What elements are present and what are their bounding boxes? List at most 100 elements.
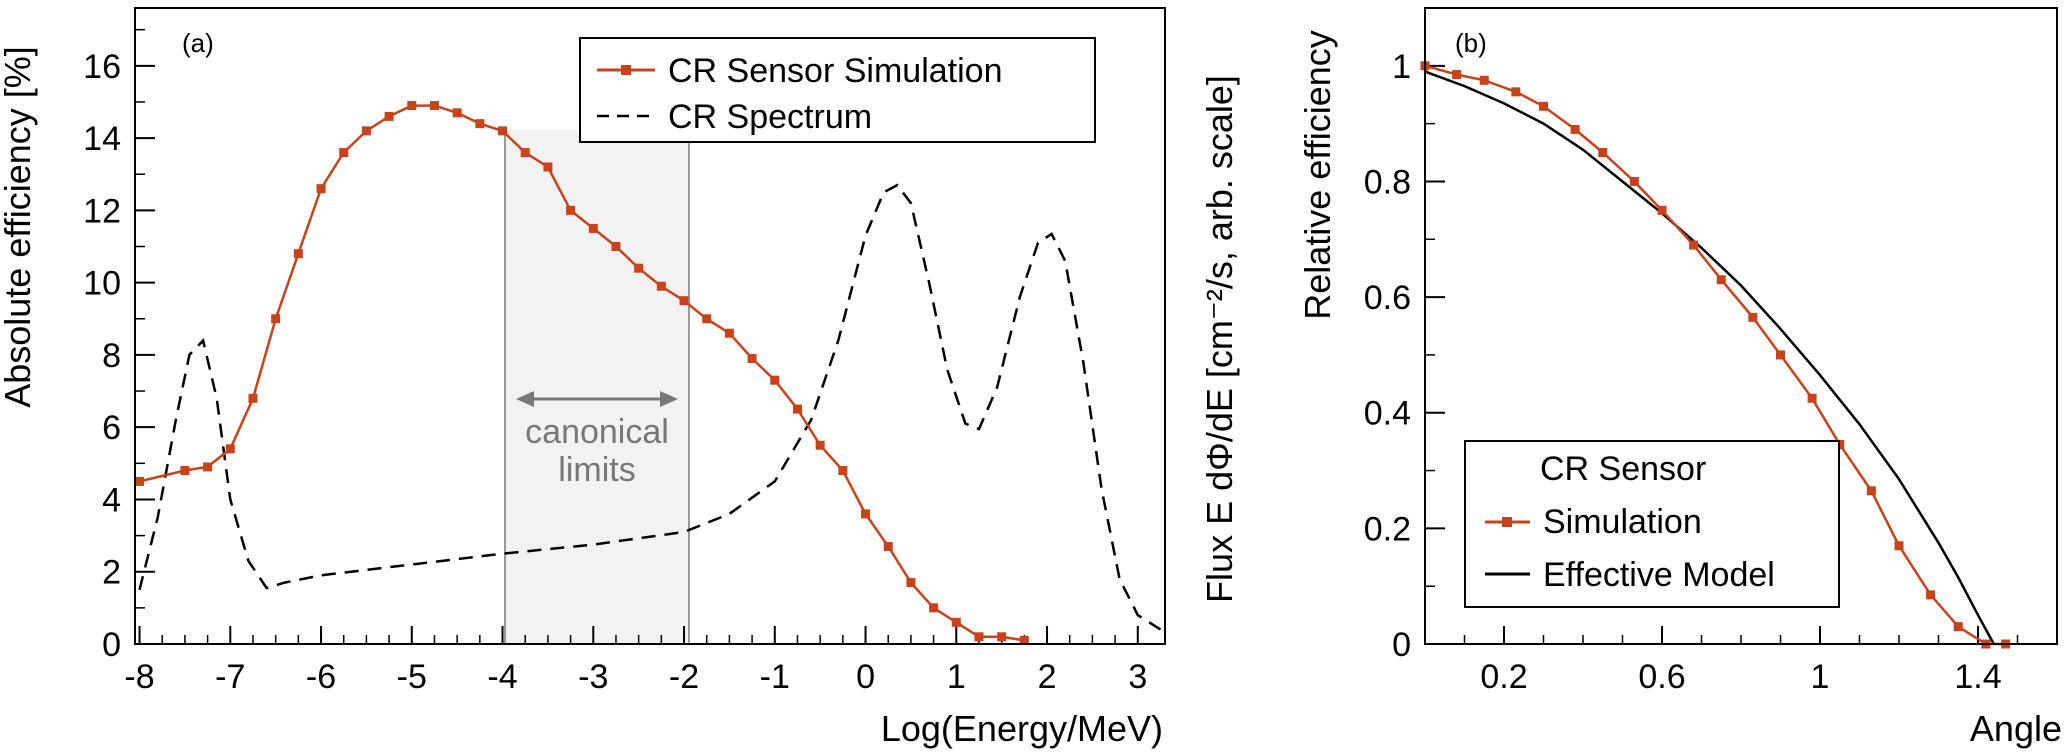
panel-a-frame bbox=[134, 7, 1166, 645]
panel-a-x-tick-label: 0 bbox=[856, 658, 875, 696]
simulation-point bbox=[588, 223, 598, 233]
simulation-b-point bbox=[1866, 486, 1876, 496]
simulation-b-point bbox=[1894, 541, 1904, 551]
simulation-point bbox=[225, 444, 235, 454]
panel-a-y-tick-label: 8 bbox=[102, 337, 121, 375]
simulation-point bbox=[906, 578, 916, 588]
panel-b-y-tick-label: 1 bbox=[1392, 48, 1411, 86]
legend-marker-simulation bbox=[621, 65, 631, 75]
panel-a-x-axis-title: Log(Energy/MeV) bbox=[881, 708, 1163, 749]
simulation-point bbox=[293, 249, 303, 259]
panel-b-label: (b) bbox=[1455, 28, 1487, 58]
simulation-point bbox=[271, 314, 281, 324]
simulation-point bbox=[361, 126, 371, 136]
legend-marker-b-simulation bbox=[1502, 517, 1512, 527]
simulation-point bbox=[384, 111, 394, 121]
panel-b-y-tick-label: 0.8 bbox=[1364, 163, 1411, 201]
panel-a-y-tick-label: 14 bbox=[83, 120, 121, 158]
panel-a-x-tick-label: 3 bbox=[1128, 658, 1147, 696]
simulation-point bbox=[702, 314, 712, 324]
series-cr-spectrum bbox=[138, 183, 1162, 631]
panel-a-series bbox=[135, 101, 1162, 645]
panel-b: 0.2 0.6 1 1.4 0 0.2 0.4 0.6 0.8 1 (b) CR Sensor S… bbox=[1297, 7, 2062, 749]
canonical-arrow-left-head bbox=[516, 391, 534, 407]
simulation-b-point bbox=[1748, 312, 1758, 322]
simulation-b-point bbox=[1629, 176, 1639, 186]
panel-a-x-tick-label: -2 bbox=[669, 658, 699, 696]
simulation-b-point bbox=[1716, 275, 1726, 285]
simulation-point bbox=[498, 126, 508, 136]
simulation-point bbox=[929, 603, 939, 613]
simulation-b-point bbox=[1570, 124, 1580, 134]
simulation-b-point bbox=[1776, 350, 1785, 360]
panel-b-x-tick-label: 0.2 bbox=[1480, 658, 1527, 696]
panel-b-x-tick-label: 1 bbox=[1811, 658, 1830, 696]
simulation-point bbox=[475, 119, 485, 129]
panel-a-x-tick-label: -8 bbox=[124, 658, 154, 696]
panel-a-x-tick-label: -6 bbox=[306, 658, 336, 696]
simulation-point bbox=[679, 296, 689, 306]
simulation-point bbox=[135, 476, 145, 486]
panel-a-x-tick-label: -7 bbox=[215, 658, 245, 696]
panel-b-x-tick-label: 1.4 bbox=[1954, 658, 2001, 696]
simulation-point bbox=[611, 242, 621, 251]
simulation-point bbox=[339, 148, 349, 158]
panel-b-y-tick-label: 0.4 bbox=[1364, 395, 1411, 433]
panel-a-legend-box bbox=[579, 37, 1096, 143]
panel-a-y-tick-label: 10 bbox=[83, 265, 121, 303]
panel-a-y-tick-label: 4 bbox=[102, 481, 121, 519]
simulation-b-point bbox=[1511, 87, 1521, 97]
panel-b-y-tick-label: 0 bbox=[1392, 626, 1411, 664]
panel-a-x-tick-label: -3 bbox=[578, 658, 608, 696]
simulation-b-point bbox=[1452, 69, 1462, 79]
simulation-point bbox=[770, 375, 780, 385]
panel-a-label: (a) bbox=[182, 28, 214, 58]
simulation-b-point bbox=[1953, 622, 1963, 632]
panel-a-x-tick-label: -4 bbox=[487, 658, 517, 696]
simulation-point bbox=[974, 632, 984, 642]
simulation-point bbox=[883, 541, 893, 551]
simulation-point bbox=[316, 184, 326, 194]
simulation-point bbox=[951, 617, 961, 627]
simulation-point bbox=[452, 108, 462, 118]
simulation-point bbox=[1019, 635, 1029, 645]
panel-a-x-tick-label: 2 bbox=[1038, 658, 1057, 696]
simulation-point bbox=[997, 632, 1007, 642]
canonical-band bbox=[505, 130, 689, 644]
simulation-b-point bbox=[1926, 590, 1936, 600]
simulation-point bbox=[838, 466, 848, 476]
simulation-point bbox=[792, 404, 802, 414]
panel-a-right-axis-title: Flux E dΦ/dE [cm⁻²/s, arb. scale] bbox=[1199, 75, 1240, 603]
legend-label-b-model: Effective Model bbox=[1543, 556, 1775, 594]
legend-title-cr-sensor: CR Sensor bbox=[1540, 450, 1706, 488]
simulation-point bbox=[656, 281, 666, 291]
simulation-point bbox=[429, 101, 439, 111]
simulation-point bbox=[724, 328, 734, 338]
canonical-text-line1: canonical bbox=[525, 413, 669, 451]
panel-a-legend: CR Sensor Simulation CR Spectrum bbox=[579, 37, 1096, 143]
simulation-b-point bbox=[1807, 393, 1817, 403]
canonical-arrow-right-head bbox=[660, 391, 678, 407]
panel-b-legend: CR Sensor Simulation Effective Model bbox=[1464, 440, 1840, 608]
simulation-point bbox=[248, 393, 258, 403]
simulation-b-point bbox=[1657, 205, 1667, 215]
simulation-b-point bbox=[1479, 75, 1489, 85]
simulation-point bbox=[543, 162, 553, 172]
canonical-annotation: canonical limits bbox=[516, 391, 678, 489]
panel-a-x-tick-label: -1 bbox=[760, 658, 790, 696]
panel-b-y-tick-label: 0.2 bbox=[1364, 510, 1411, 548]
simulation-point bbox=[520, 148, 530, 158]
panel-b-legend-box bbox=[1464, 440, 1840, 608]
simulation-point bbox=[180, 466, 190, 476]
panel-a-y-tick-label: 2 bbox=[102, 554, 121, 592]
panel-a-y-tick-label: 6 bbox=[102, 409, 121, 447]
panel-a-y-tick-label: 0 bbox=[102, 626, 121, 664]
panel-b-y-tick-label: 0.6 bbox=[1364, 279, 1411, 317]
series-effective-model bbox=[1424, 70, 1995, 645]
panel-a-x-tick-label: -5 bbox=[397, 658, 427, 696]
panel-a-y-tick-label: 12 bbox=[83, 192, 121, 230]
panel-b-y-axis-title: Relative efficiency bbox=[1297, 30, 1338, 319]
legend-label-spectrum: CR Spectrum bbox=[668, 98, 872, 136]
